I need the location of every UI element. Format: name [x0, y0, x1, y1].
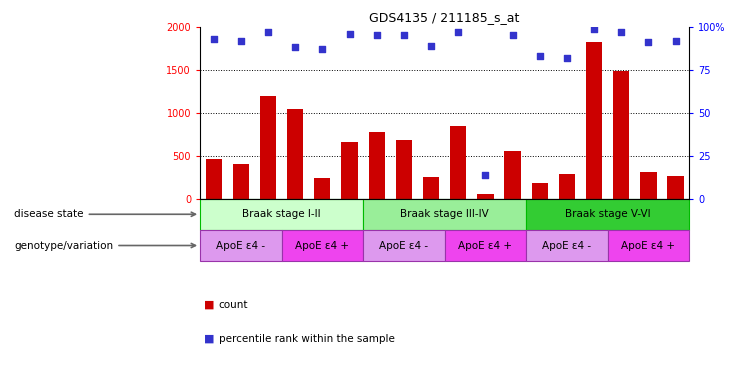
Point — [561, 55, 573, 61]
Text: count: count — [219, 300, 248, 310]
Bar — [260, 96, 276, 199]
Bar — [531, 183, 548, 199]
Text: ApoE ε4 +: ApoE ε4 + — [296, 240, 349, 250]
Text: percentile rank within the sample: percentile rank within the sample — [219, 334, 394, 344]
Bar — [287, 109, 303, 199]
Text: disease state: disease state — [14, 209, 196, 219]
Text: ApoE ε4 +: ApoE ε4 + — [459, 240, 512, 250]
Bar — [363, 230, 445, 261]
Bar — [526, 199, 689, 230]
Title: GDS4135 / 211185_s_at: GDS4135 / 211185_s_at — [370, 11, 519, 24]
Point — [452, 29, 464, 35]
Point — [425, 43, 437, 49]
Point — [615, 29, 627, 35]
Bar — [342, 142, 358, 199]
Text: ApoE ε4 -: ApoE ε4 - — [379, 240, 428, 250]
Bar — [505, 151, 521, 199]
Text: Braak stage V-VI: Braak stage V-VI — [565, 209, 651, 219]
Bar — [526, 230, 608, 261]
Bar — [586, 42, 602, 199]
Text: Braak stage III-IV: Braak stage III-IV — [400, 209, 489, 219]
Text: ApoE ε4 -: ApoE ε4 - — [216, 240, 265, 250]
Point — [398, 32, 410, 38]
Bar — [205, 159, 222, 199]
Bar — [363, 199, 526, 230]
Bar — [640, 172, 657, 199]
Text: ■: ■ — [204, 300, 214, 310]
Bar — [608, 230, 689, 261]
Bar — [477, 194, 494, 199]
Bar — [233, 164, 249, 199]
Point — [207, 36, 219, 42]
Bar — [200, 199, 363, 230]
Bar — [282, 230, 363, 261]
Bar — [200, 230, 282, 261]
Point — [670, 38, 682, 44]
Text: Braak stage I-II: Braak stage I-II — [242, 209, 321, 219]
Point — [507, 32, 519, 38]
Point — [262, 29, 274, 35]
Point — [344, 31, 356, 37]
Text: ■: ■ — [204, 334, 214, 344]
Bar — [450, 126, 466, 199]
Bar — [613, 71, 629, 199]
Bar — [559, 174, 575, 199]
Bar — [368, 132, 385, 199]
Text: ApoE ε4 +: ApoE ε4 + — [622, 240, 675, 250]
Point — [316, 46, 328, 52]
Point — [370, 32, 382, 38]
Point — [534, 53, 545, 59]
Text: genotype/variation: genotype/variation — [14, 240, 196, 250]
Bar — [445, 230, 526, 261]
Bar — [396, 140, 412, 199]
Point — [289, 45, 301, 51]
Bar — [668, 176, 684, 199]
Text: ApoE ε4 -: ApoE ε4 - — [542, 240, 591, 250]
Point — [588, 25, 600, 31]
Point — [642, 39, 654, 45]
Bar — [314, 178, 330, 199]
Point — [235, 38, 247, 44]
Bar — [423, 177, 439, 199]
Point — [479, 172, 491, 178]
